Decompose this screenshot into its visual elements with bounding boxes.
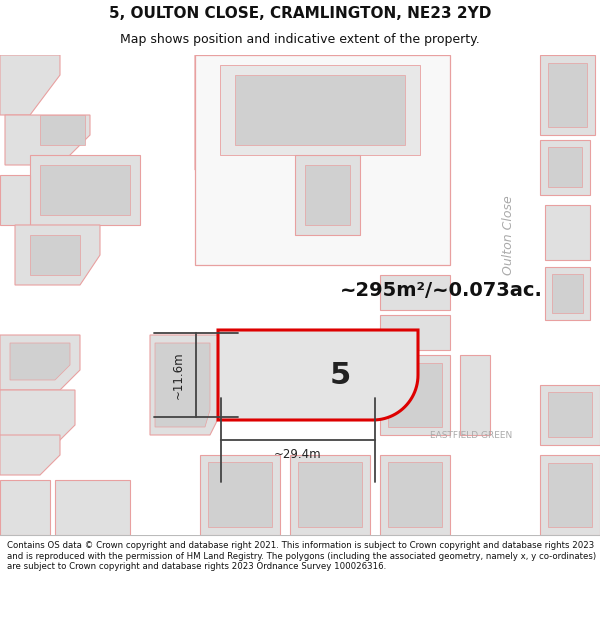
Polygon shape — [208, 462, 272, 527]
Polygon shape — [388, 462, 442, 527]
Polygon shape — [548, 392, 592, 437]
Polygon shape — [290, 455, 370, 535]
Polygon shape — [460, 355, 490, 435]
Polygon shape — [305, 165, 350, 225]
Polygon shape — [245, 65, 430, 145]
Polygon shape — [540, 385, 600, 445]
Polygon shape — [548, 63, 587, 127]
Polygon shape — [230, 55, 440, 155]
Polygon shape — [270, 155, 330, 205]
Text: ~295m²/~0.073ac.: ~295m²/~0.073ac. — [340, 281, 543, 299]
Polygon shape — [0, 55, 60, 115]
Polygon shape — [5, 115, 90, 165]
Polygon shape — [155, 343, 210, 427]
Text: Oulton Close: Oulton Close — [502, 195, 515, 275]
Polygon shape — [388, 363, 442, 427]
Polygon shape — [0, 175, 30, 225]
Text: Contains OS data © Crown copyright and database right 2021. This information is : Contains OS data © Crown copyright and d… — [7, 541, 596, 571]
Polygon shape — [380, 355, 450, 435]
Polygon shape — [10, 343, 70, 380]
Polygon shape — [298, 462, 362, 527]
Polygon shape — [195, 55, 230, 170]
Polygon shape — [540, 455, 600, 535]
Polygon shape — [0, 335, 80, 390]
Text: EASTFIELD GREEN: EASTFIELD GREEN — [430, 431, 512, 439]
Polygon shape — [235, 75, 405, 145]
Polygon shape — [30, 155, 140, 225]
Text: 5, OULTON CLOSE, CRAMLINGTON, NE23 2YD: 5, OULTON CLOSE, CRAMLINGTON, NE23 2YD — [109, 6, 491, 21]
Text: 5: 5 — [330, 361, 351, 389]
Polygon shape — [295, 155, 360, 235]
Polygon shape — [552, 274, 583, 313]
Polygon shape — [30, 235, 80, 275]
Polygon shape — [540, 55, 595, 135]
Text: ~29.4m: ~29.4m — [274, 448, 322, 461]
Text: ~11.6m: ~11.6m — [172, 351, 185, 399]
Polygon shape — [540, 140, 590, 195]
Polygon shape — [40, 165, 130, 215]
Polygon shape — [195, 55, 450, 265]
Polygon shape — [380, 315, 450, 350]
Polygon shape — [218, 330, 418, 420]
Polygon shape — [55, 480, 130, 535]
Polygon shape — [545, 267, 590, 320]
Polygon shape — [150, 335, 220, 435]
Polygon shape — [15, 225, 100, 285]
Polygon shape — [40, 115, 85, 145]
Polygon shape — [220, 65, 420, 155]
Polygon shape — [0, 390, 75, 445]
Polygon shape — [548, 463, 592, 527]
Polygon shape — [200, 455, 280, 535]
Polygon shape — [0, 435, 60, 475]
Polygon shape — [380, 275, 450, 310]
Polygon shape — [545, 205, 590, 260]
Polygon shape — [380, 455, 450, 535]
Polygon shape — [548, 147, 582, 187]
Text: Map shows position and indicative extent of the property.: Map shows position and indicative extent… — [120, 33, 480, 46]
Polygon shape — [0, 480, 50, 535]
